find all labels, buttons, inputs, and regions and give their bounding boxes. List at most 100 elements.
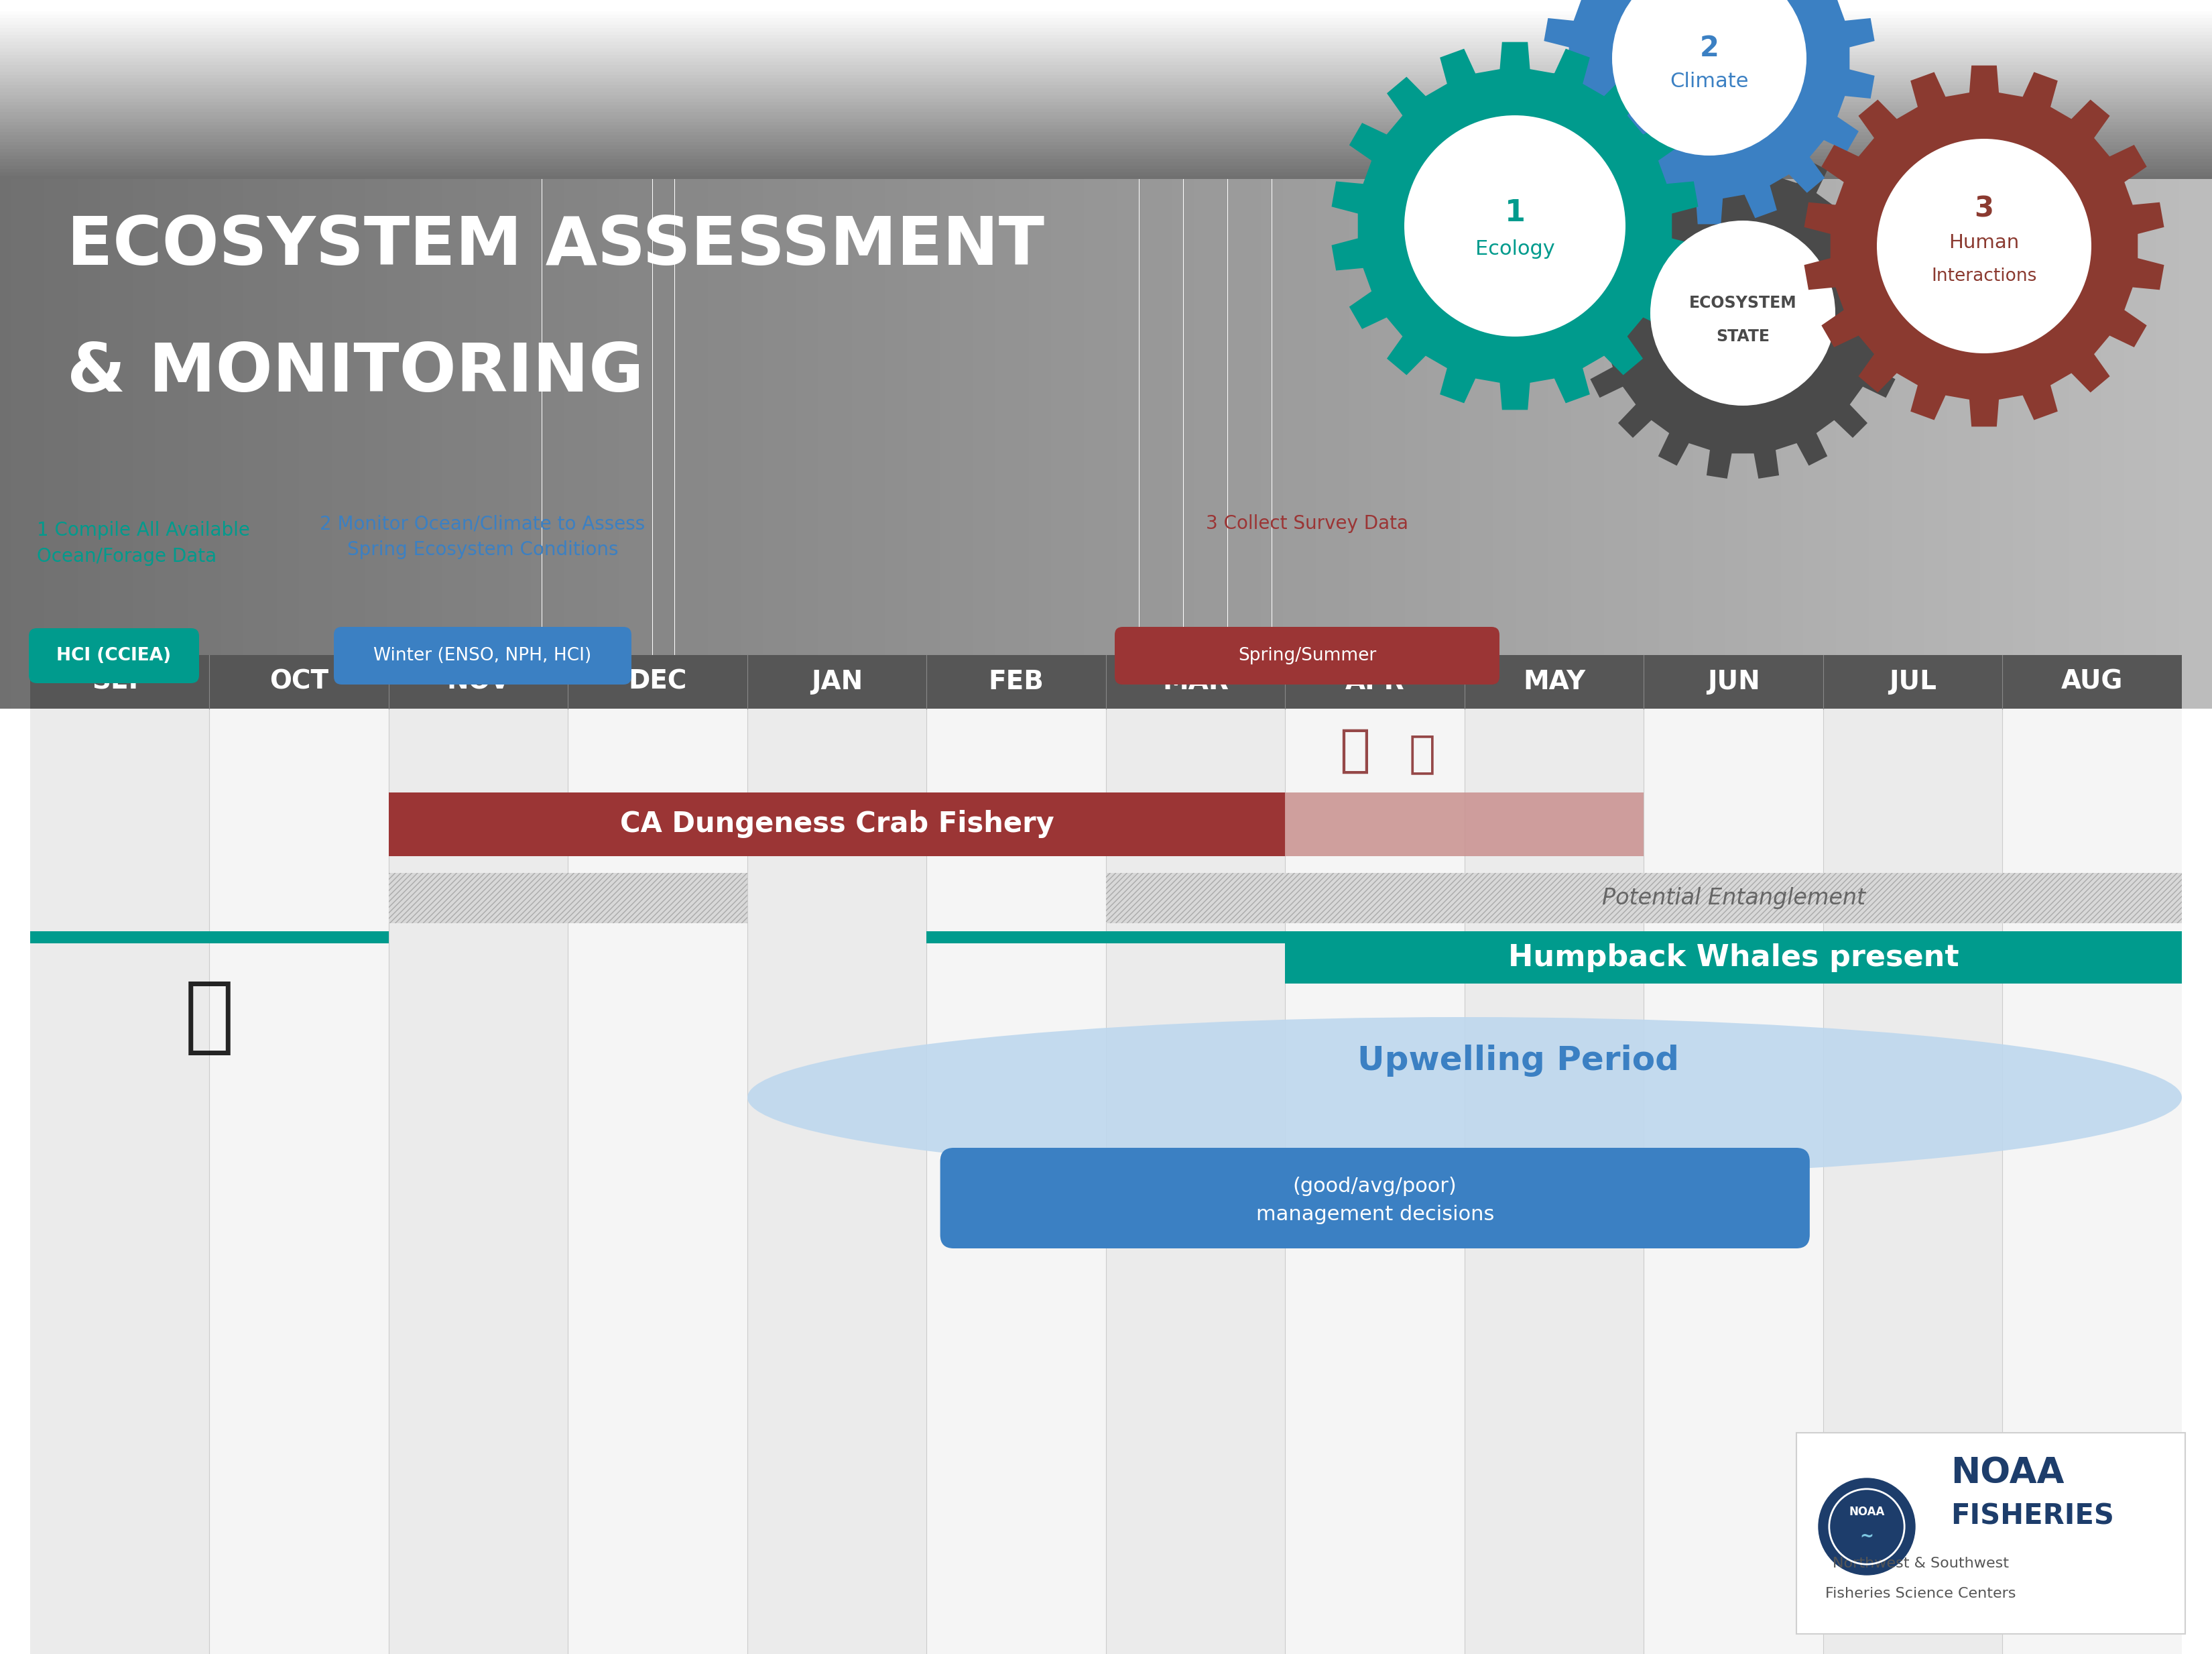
Bar bbox=[310, 179, 321, 708]
Bar bbox=[2190, 179, 2201, 708]
Text: MAR: MAR bbox=[1164, 670, 1230, 695]
Bar bbox=[1814, 179, 1825, 708]
Bar bbox=[1416, 179, 1427, 708]
Text: Spring/Summer: Spring/Summer bbox=[1239, 647, 1376, 665]
Text: Winter (ENSO, NPH, HCI): Winter (ENSO, NPH, HCI) bbox=[374, 647, 591, 665]
Text: 2: 2 bbox=[1699, 35, 1719, 63]
Bar bbox=[885, 179, 896, 708]
Bar bbox=[586, 179, 597, 708]
Bar bbox=[748, 708, 927, 1654]
Bar bbox=[0, 179, 11, 708]
Text: ~: ~ bbox=[1860, 1528, 1874, 1545]
Bar bbox=[498, 179, 509, 708]
Bar bbox=[896, 179, 907, 708]
Circle shape bbox=[1650, 220, 1836, 405]
Bar bbox=[0, 48, 2212, 51]
Bar bbox=[641, 179, 653, 708]
Bar bbox=[55, 179, 66, 708]
Bar bbox=[0, 68, 2212, 71]
Bar bbox=[1464, 708, 1644, 1654]
Text: AUG: AUG bbox=[2062, 670, 2124, 695]
Bar bbox=[1272, 179, 1283, 708]
Bar bbox=[1493, 179, 1504, 708]
Bar bbox=[785, 179, 796, 708]
Bar bbox=[0, 41, 2212, 45]
Bar bbox=[1194, 179, 1206, 708]
Bar bbox=[509, 179, 520, 708]
Bar bbox=[1128, 179, 1139, 708]
Bar bbox=[2135, 179, 2146, 708]
Bar bbox=[0, 61, 2212, 65]
Bar bbox=[122, 179, 133, 708]
Text: NOAA: NOAA bbox=[1849, 1505, 1885, 1518]
Bar bbox=[1183, 179, 1194, 708]
Bar bbox=[1902, 179, 1913, 708]
Bar bbox=[1106, 708, 1285, 1654]
Bar bbox=[1117, 179, 1128, 708]
Bar bbox=[1526, 179, 1537, 708]
Bar bbox=[1504, 179, 1515, 708]
Bar bbox=[929, 179, 940, 708]
Bar bbox=[2112, 179, 2124, 708]
Bar bbox=[2201, 179, 2212, 708]
Bar bbox=[1858, 179, 1869, 708]
Bar bbox=[188, 179, 199, 708]
Bar bbox=[1106, 873, 2181, 923]
FancyBboxPatch shape bbox=[940, 1148, 1809, 1249]
Bar bbox=[210, 708, 389, 1654]
Bar bbox=[0, 708, 2212, 1654]
Bar bbox=[1106, 873, 2181, 923]
Bar bbox=[1327, 179, 1338, 708]
Bar bbox=[675, 179, 686, 708]
Text: JAN: JAN bbox=[812, 670, 863, 695]
Bar bbox=[1714, 179, 1725, 708]
Bar bbox=[1703, 179, 1714, 708]
Bar bbox=[520, 179, 531, 708]
Text: Fisheries Science Centers: Fisheries Science Centers bbox=[1825, 1586, 2015, 1601]
Bar bbox=[1913, 179, 1924, 708]
Bar bbox=[0, 159, 2212, 162]
Bar bbox=[719, 179, 730, 708]
Polygon shape bbox=[1544, 0, 1874, 225]
Bar bbox=[708, 179, 719, 708]
Text: 2 Monitor Ocean/Climate to Assess
Spring Ecosystem Conditions: 2 Monitor Ocean/Climate to Assess Spring… bbox=[321, 514, 646, 559]
Bar bbox=[774, 179, 785, 708]
Bar bbox=[0, 165, 2212, 169]
Bar bbox=[321, 179, 332, 708]
Bar bbox=[531, 179, 542, 708]
Bar bbox=[1559, 179, 1571, 708]
Bar bbox=[155, 179, 166, 708]
Bar bbox=[453, 179, 465, 708]
Bar bbox=[2101, 179, 2112, 708]
Bar bbox=[177, 179, 188, 708]
Bar bbox=[1947, 179, 1958, 708]
Bar bbox=[1106, 179, 1117, 708]
Bar bbox=[2002, 179, 2013, 708]
Text: JUL: JUL bbox=[1889, 670, 1938, 695]
Bar bbox=[88, 179, 100, 708]
Bar bbox=[730, 179, 741, 708]
Bar bbox=[653, 179, 664, 708]
Bar bbox=[465, 179, 476, 708]
Polygon shape bbox=[1805, 66, 2163, 427]
Bar bbox=[1593, 179, 1604, 708]
Bar bbox=[1228, 179, 1239, 708]
Bar bbox=[0, 15, 2212, 18]
Bar bbox=[1073, 179, 1084, 708]
FancyBboxPatch shape bbox=[29, 629, 199, 683]
Bar bbox=[2013, 179, 2024, 708]
Bar bbox=[0, 106, 2212, 109]
Text: ECOSYSTEM: ECOSYSTEM bbox=[1690, 294, 1796, 311]
Bar bbox=[2168, 179, 2179, 708]
Bar bbox=[1305, 179, 1316, 708]
Bar bbox=[166, 179, 177, 708]
Bar bbox=[1796, 1432, 2185, 1634]
Bar bbox=[133, 179, 144, 708]
Bar bbox=[1471, 179, 1482, 708]
Bar bbox=[907, 179, 918, 708]
Bar bbox=[0, 93, 2212, 96]
Bar bbox=[1371, 179, 1382, 708]
Bar bbox=[1206, 179, 1217, 708]
Bar bbox=[1958, 179, 1969, 708]
Bar bbox=[918, 179, 929, 708]
